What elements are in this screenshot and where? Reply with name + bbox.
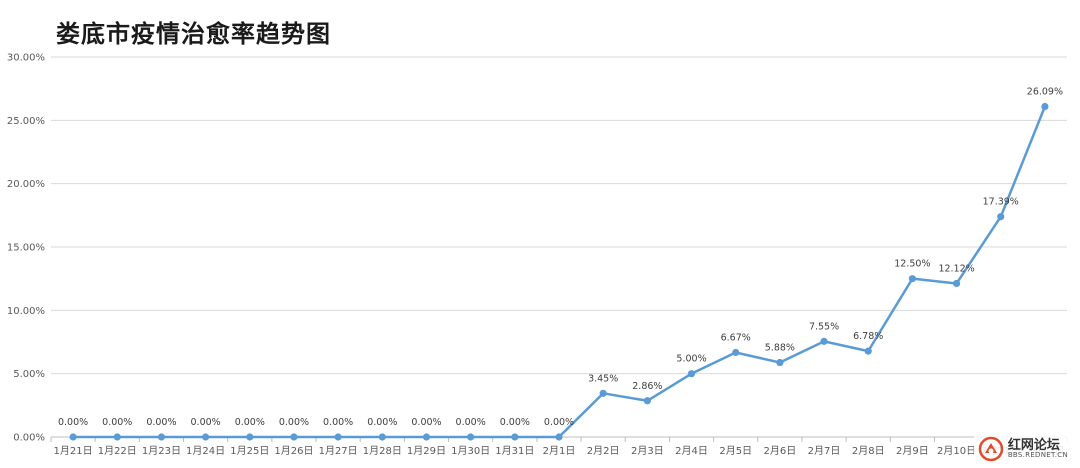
data-point	[952, 279, 961, 288]
y-tick-label: 0.00%	[13, 433, 45, 444]
data-label: 12.50%	[894, 259, 930, 270]
x-tick-label: 2月7日	[808, 445, 841, 457]
x-tick-label: 1月21日	[54, 445, 93, 457]
data-point	[555, 433, 563, 441]
x-tick-label: 1月31日	[495, 445, 534, 457]
x-tick-label: 2月10日	[937, 445, 976, 457]
data-label: 12.12%	[938, 263, 974, 274]
data-label: 2.86%	[632, 381, 662, 392]
y-tick-label: 10.00%	[7, 306, 45, 317]
x-tick-label: 2月1日	[543, 445, 576, 457]
data-point	[69, 433, 77, 441]
data-point	[157, 433, 166, 441]
data-label: 0.00%	[235, 417, 265, 428]
chart-title: 娄底市疫情治愈率趋势图	[56, 20, 331, 48]
data-point	[467, 433, 475, 441]
data-label: 0.00%	[102, 417, 132, 428]
data-label: 0.00%	[456, 417, 486, 428]
data-label: 26.09%	[1027, 87, 1063, 98]
x-tick-label: 1月24日	[186, 445, 225, 457]
data-label: 7.55%	[809, 321, 839, 332]
watermark-url: BBS.REDNET.CN	[1007, 451, 1068, 459]
data-point	[997, 213, 1005, 221]
y-tick-label: 25.00%	[7, 116, 45, 127]
data-point	[334, 433, 342, 441]
series-layer	[69, 102, 1049, 441]
data-label: 3.45%	[588, 373, 618, 384]
data-label: 0.00%	[367, 417, 397, 428]
x-tick-label: 2月3日	[631, 445, 664, 457]
data-label: 0.00%	[544, 417, 574, 428]
data-label: 0.00%	[58, 417, 88, 428]
data-point	[599, 389, 607, 397]
data-label: 6.67%	[721, 333, 751, 344]
data-point	[113, 433, 121, 441]
data-point	[776, 358, 784, 367]
x-tick-label: 1月23日	[142, 445, 181, 457]
data-point	[820, 337, 828, 345]
x-tick-label: 1月26日	[274, 445, 313, 457]
data-label: 0.00%	[191, 417, 221, 428]
x-tick-label: 2月2日	[587, 445, 620, 457]
data-label: 5.00%	[676, 354, 706, 365]
data-point	[643, 397, 651, 405]
data-label: 0.00%	[146, 417, 176, 428]
data-label: 0.00%	[411, 417, 441, 428]
data-point	[246, 433, 254, 441]
watermark: 红网论坛 BBS.REDNET.CN	[973, 434, 1072, 464]
data-label: 6.78%	[853, 331, 883, 342]
x-tick-label: 1月29日	[407, 445, 446, 457]
data-label: 0.00%	[279, 417, 309, 428]
data-point	[864, 347, 872, 355]
x-tick-label: 1月27日	[319, 445, 358, 457]
data-point	[378, 433, 386, 441]
data-point	[290, 433, 298, 441]
x-tick-label: 2月4日	[675, 445, 708, 457]
data-point	[202, 433, 210, 441]
x-tick-label: 1月25日	[230, 445, 269, 457]
x-tick-label: 2月5日	[719, 445, 752, 457]
y-tick-label: 30.00%	[7, 53, 45, 64]
data-point	[1041, 102, 1049, 111]
data-point	[732, 348, 740, 357]
x-tick-label: 2月9日	[896, 445, 929, 457]
data-point	[422, 433, 431, 441]
x-tick-label: 1月28日	[363, 445, 402, 457]
y-tick-label: 15.00%	[7, 243, 45, 254]
x-tick-label: 2月6日	[764, 445, 797, 457]
data-label: 0.00%	[500, 417, 530, 428]
data-label-layer: 0.00% 0.00% 0.00% 0.00% 0.00% 0.00% 0.00% 0.00%…	[58, 87, 1063, 428]
series-line	[71, 105, 1047, 439]
rednet-logo-icon	[978, 436, 1004, 462]
y-axis-ticks: 0.00% 5.00% 10.00% 15.00% 20.00% 25.00% 30.00%	[7, 53, 45, 444]
y-tick-label: 5.00%	[13, 369, 45, 380]
data-point	[908, 275, 916, 283]
data-label: 17.39%	[983, 197, 1019, 208]
x-tick-label: 1月30日	[451, 445, 490, 457]
y-tick-label: 20.00%	[7, 179, 45, 190]
x-tick-label: 1月22日	[98, 445, 137, 457]
data-point	[511, 433, 519, 441]
data-point	[687, 370, 696, 378]
grid-layer	[51, 56, 1067, 438]
watermark-name: 红网论坛	[1007, 438, 1060, 453]
x-tick-label: 2月8日	[852, 445, 885, 457]
data-label: 5.88%	[765, 343, 795, 354]
data-label: 0.00%	[323, 417, 353, 428]
